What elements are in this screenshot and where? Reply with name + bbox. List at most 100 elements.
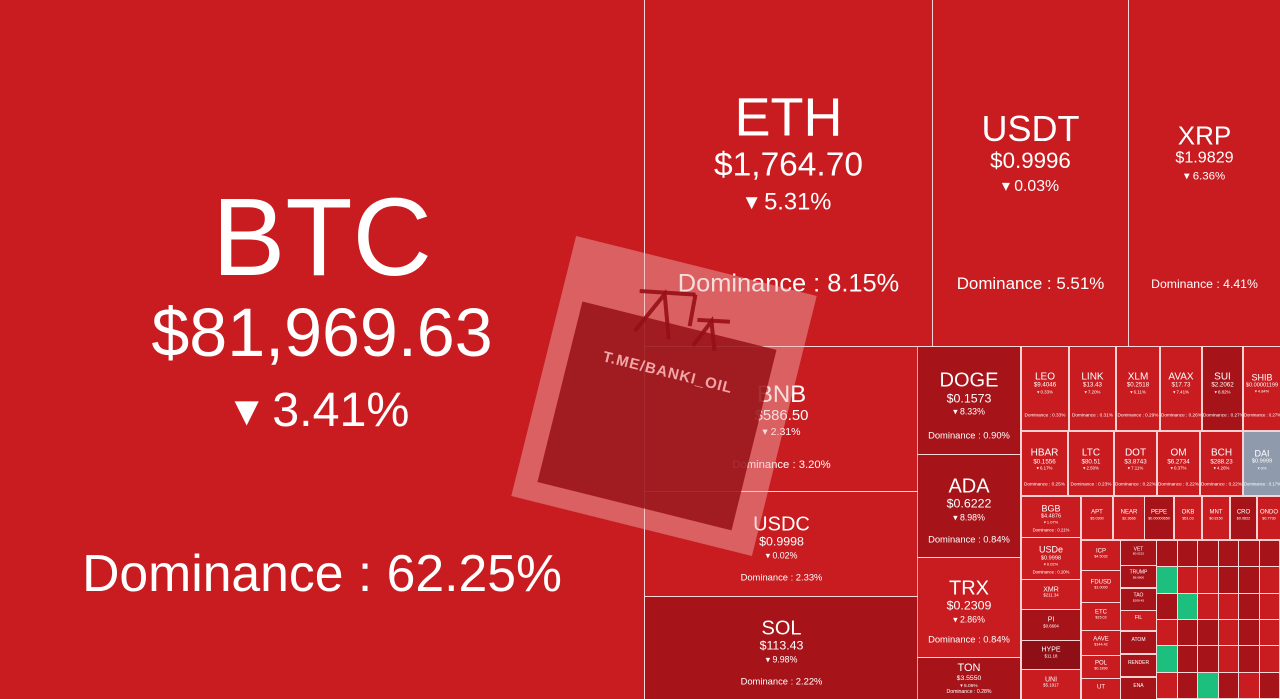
tile-xmr[interactable]: XMR $211.34 [1021, 579, 1081, 610]
tile-usdt[interactable]: USDT $0.9996 ▾ 0.03% Dominance : 5.51% [932, 0, 1129, 347]
tile-om[interactable]: OM $6.2734 ▾ 0.37% Dominance : 0.22% [1157, 431, 1200, 496]
tile-fil[interactable]: FIL [1120, 610, 1157, 631]
tile-xrp[interactable]: XRP $1.9829 ▾ 6.36% Dominance : 4.41% [1128, 0, 1280, 347]
mini-tile[interactable] [1156, 618, 1178, 647]
tile-ltc[interactable]: LTC $80.51 ▾ 2.50% Dominance : 0.23% [1068, 431, 1114, 496]
tile-doge[interactable]: DOGE $0.1573 ▾ 8.33% Dominance : 0.90% [917, 346, 1021, 455]
tile-uni[interactable]: UNI $5.1917 [1021, 669, 1081, 699]
tile-btc[interactable]: BTC $81,969.63 ▾ 3.41% Dominance : 62.25% [0, 0, 645, 699]
tile-change: ▾ 2.31% [762, 426, 801, 439]
tile-ton[interactable]: TON $3.5550 ▾ 5.06% Dominance : 0.28% [917, 657, 1021, 699]
mini-tile[interactable] [1197, 566, 1219, 594]
mini-tile[interactable] [1258, 592, 1280, 620]
mini-tile[interactable] [1258, 618, 1280, 647]
tile-dominance: Dominance : 0.27% [1244, 412, 1280, 418]
tile-ondo[interactable]: ONDO $0.7730 [1257, 496, 1280, 540]
tile-shib[interactable]: SHIB $0.00001199 ▾ 4.84% Dominance : 0.27% [1243, 346, 1280, 431]
mini-tile[interactable] [1217, 592, 1239, 620]
mini-tile[interactable] [1197, 592, 1219, 620]
mini-tile[interactable] [1238, 566, 1260, 594]
mini-tile[interactable] [1156, 539, 1178, 568]
mini-tile[interactable] [1217, 645, 1239, 673]
tile-render[interactable]: RENDER [1120, 654, 1157, 677]
mini-tile[interactable] [1176, 645, 1198, 673]
mini-tile[interactable] [1156, 592, 1178, 620]
tile-icp[interactable]: ICP $4.5032 [1081, 540, 1121, 571]
tile-pol[interactable]: POL $0.1890 [1081, 655, 1121, 679]
tile-price: $15.02 [1095, 615, 1107, 620]
mini-tile[interactable] [1238, 671, 1260, 699]
tile-symbol: AAVE [1093, 635, 1109, 642]
mini-tile[interactable] [1217, 566, 1239, 594]
tile-trx[interactable]: TRX $0.2309 ▾ 2.86% Dominance : 0.84% [917, 557, 1021, 658]
mini-tile[interactable] [1258, 566, 1280, 594]
tile-info: ONDO $0.7730 [1258, 510, 1280, 521]
tile-info: ETC $15.02 [1082, 609, 1120, 620]
mini-tile[interactable] [1156, 671, 1178, 699]
mini-tile[interactable] [1197, 671, 1219, 699]
tile-apt[interactable]: APT $5.0300 [1081, 496, 1113, 540]
mini-tile[interactable] [1156, 566, 1178, 594]
mini-tile[interactable] [1258, 645, 1280, 673]
tile-symbol: POL [1094, 660, 1107, 667]
tile-price: $0.0822 [1236, 516, 1251, 521]
tile-change: ▾ 5.31% [745, 188, 832, 216]
tile-fdusd[interactable]: FDUSD $1.0000 [1081, 570, 1121, 603]
mini-tile[interactable] [1217, 671, 1239, 699]
tile-sui[interactable]: SUI $2.2062 ▾ 8.82% Dominance : 0.27% [1202, 346, 1243, 431]
tile-symbol: UNI [1044, 676, 1058, 684]
tile-ada[interactable]: ADA $0.6222 ▾ 8.98% Dominance : 0.84% [917, 454, 1021, 558]
mini-tile[interactable] [1176, 671, 1198, 699]
tile-xlm[interactable]: XLM $0.2518 ▾ 6.11% Dominance : 0.29% [1116, 346, 1160, 431]
tile-usde[interactable]: USDe $0.9998 ▾ 0.02% Dominance : 0.20% [1021, 537, 1081, 580]
tile-hbar[interactable]: HBAR $0.1556 ▾ 6.17% Dominance : 0.25% [1021, 431, 1068, 496]
tile-etc[interactable]: ETC $15.02 [1081, 602, 1121, 631]
mini-tile[interactable] [1176, 618, 1198, 647]
tile-pepe[interactable]: PEPE $0.00000650 [1144, 496, 1174, 540]
mini-tile[interactable] [1176, 539, 1198, 568]
mini-tile[interactable] [1197, 539, 1219, 568]
tile-okb[interactable]: OKB $51.03 [1174, 496, 1202, 540]
tile-leo[interactable]: LEO $9.4046 ▾ 0.33% Dominance : 0.33% [1021, 346, 1069, 431]
tile-trump[interactable]: TRUMP $8.6800 [1120, 565, 1157, 588]
tile-symbol: AVAX [1168, 370, 1194, 382]
tile-change: ▾ 6.11% [1130, 389, 1146, 395]
mini-tile[interactable] [1176, 566, 1198, 594]
mini-tile[interactable] [1156, 645, 1178, 673]
mini-tile[interactable] [1197, 618, 1219, 647]
mini-tile[interactable] [1238, 618, 1260, 647]
tile-cro[interactable]: CRO $0.0822 [1230, 496, 1257, 540]
tile-bgb[interactable]: BGB $4.4876 ▾ 1.07% Dominance : 0.21% [1021, 496, 1081, 538]
tile-mnt[interactable]: MNT $0.8150 [1202, 496, 1230, 540]
tile-price: $0.2518 [1126, 381, 1150, 389]
tile-avax[interactable]: AVAX $17.73 ▾ 7.41% Dominance : 0.26% [1160, 346, 1202, 431]
mini-tile[interactable] [1197, 645, 1219, 673]
tile-aave[interactable]: AAVE $144.42 [1081, 630, 1121, 656]
tile-dominance: Dominance : 0.22% [1201, 481, 1242, 487]
tile-ut[interactable]: UT [1081, 678, 1121, 699]
tile-bch[interactable]: BCH $288.23 ▾ 4.26% Dominance : 0.22% [1200, 431, 1243, 496]
mini-tile[interactable] [1176, 592, 1198, 620]
tile-price: $0.0232 [1132, 551, 1145, 556]
tile-eth[interactable]: ETH $1,764.70 ▾ 5.31% Dominance : 8.15% [644, 0, 933, 347]
mini-tile[interactable] [1238, 645, 1260, 673]
tile-dominance: Dominance : 0.20% [1032, 569, 1070, 575]
mini-tile[interactable] [1217, 539, 1239, 568]
tile-link[interactable]: LINK $13.43 ▾ 7.20% Dominance : 0.31% [1069, 346, 1116, 431]
tile-dot[interactable]: DOT $3.8743 ▾ 7.11% Dominance : 0.22% [1114, 431, 1157, 496]
tile-atom[interactable]: ATOM [1120, 631, 1157, 654]
mini-tile[interactable] [1258, 671, 1280, 699]
mini-tile[interactable] [1217, 618, 1239, 647]
tile-sol[interactable]: SOL $113.43 ▾ 9.98% Dominance : 2.22% [644, 596, 919, 699]
tile-ena[interactable]: ENA [1120, 677, 1157, 699]
tile-near[interactable]: NEAR $2.3666 [1113, 496, 1145, 540]
tile-info: TAO $208.45 [1121, 593, 1156, 603]
mini-tile[interactable] [1238, 592, 1260, 620]
mini-tile[interactable] [1238, 539, 1260, 568]
tile-tao[interactable]: TAO $208.45 [1120, 588, 1157, 611]
tile-pi[interactable]: PI $0.6604 [1021, 609, 1081, 641]
tile-hype[interactable]: HYPE $11.18 [1021, 640, 1081, 670]
mini-tile[interactable] [1258, 539, 1280, 568]
tile-dai[interactable]: DAI $0.9999 ▾ 0% Dominance : 0.17% [1243, 431, 1280, 496]
tile-vet[interactable]: VET $0.0232 [1120, 540, 1157, 566]
